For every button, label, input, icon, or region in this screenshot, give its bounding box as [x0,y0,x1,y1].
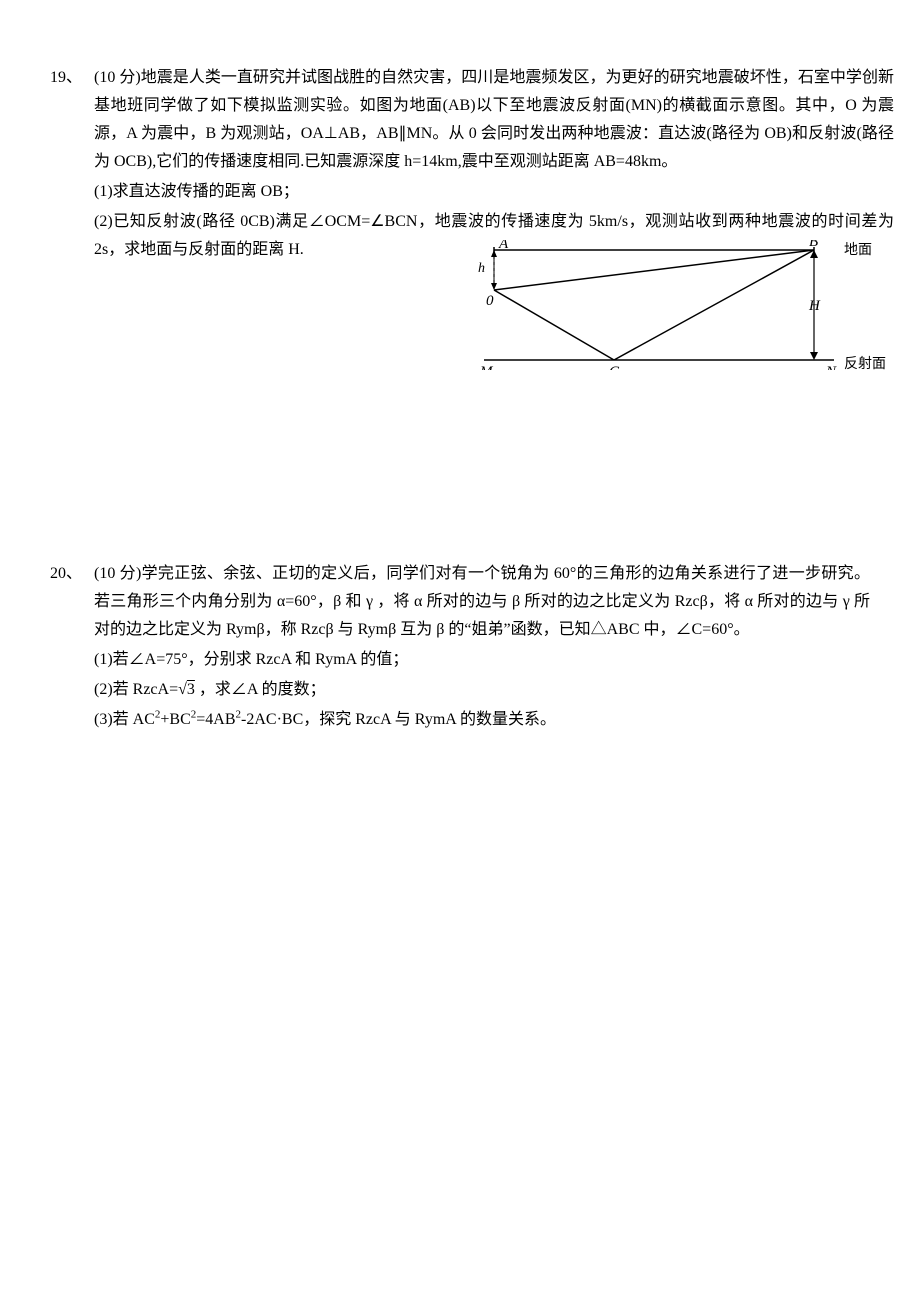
problem-20-body: (10 分)学完正弦、余弦、正切的定义后，同学们对有一个锐角为 60°的三角形的… [94,560,870,734]
label-H: H [808,298,821,314]
label-N: N [825,364,837,370]
problem-19-body: (10 分)地震是人类一直研究并试图战胜的自然灾害，四川是地震频发区，为更好的研… [94,64,894,380]
problem-19-figure: A B 地面 h 0 H M C N 反射面 [474,240,894,380]
page: 19、 (10 分)地震是人类一直研究并试图战胜的自然灾害，四川是地震频发区，为… [0,0,920,1302]
q3-after: -2AC·BC，探究 RzcA 与 RymA 的数量关系。 [241,711,556,728]
problem-20-number: 20、 [50,560,94,734]
q3-before: (3)若 AC [94,711,155,728]
label-C: C [609,364,620,370]
q2-radicand: 3 [187,681,195,698]
label-reflect: 反射面 [844,356,886,370]
problem-20-q1: (1)若∠A=75°，分别求 RzcA 和 RymA 的值； [94,646,870,674]
problem-20-stem: (10 分)学完正弦、余弦、正切的定义后，同学们对有一个锐角为 60°的三角形的… [94,565,870,638]
q2-after: ，求∠A 的度数； [195,681,326,698]
problem-19-q1: (1)求直达波传播的距离 OB； [94,178,894,206]
sqrt-symbol: √ [178,681,187,698]
q3-mid1: +BC [160,711,190,728]
label-M: M [479,364,494,370]
problem-20-q2: (2)若 RzcA=√3 ，求∠A 的度数； [94,676,870,704]
problem-19: 19、 (10 分)地震是人类一直研究并试图战胜的自然灾害，四川是地震频发区，为… [50,64,870,380]
problem-20: 20、 (10 分)学完正弦、余弦、正切的定义后，同学们对有一个锐角为 60°的… [50,560,870,734]
label-O: 0 [486,293,494,309]
q3-mid2: =4AB [196,711,235,728]
problem-19-number: 19、 [50,64,94,380]
label-B: B [809,240,818,250]
figure-19-svg: A B 地面 h 0 H M C N 反射面 [474,240,894,370]
problem-19-stem: (10 分)地震是人类一直研究并试图战胜的自然灾害，四川是地震频发区，为更好的研… [94,69,894,170]
label-A: A [498,240,509,252]
label-h: h [478,261,485,276]
problem-20-q3: (3)若 AC2+BC2=4AB2-2AC·BC，探究 RzcA 与 RymA … [94,706,870,734]
label-ground: 地面 [844,242,872,258]
q2-before: (2)若 RzcA= [94,681,178,698]
